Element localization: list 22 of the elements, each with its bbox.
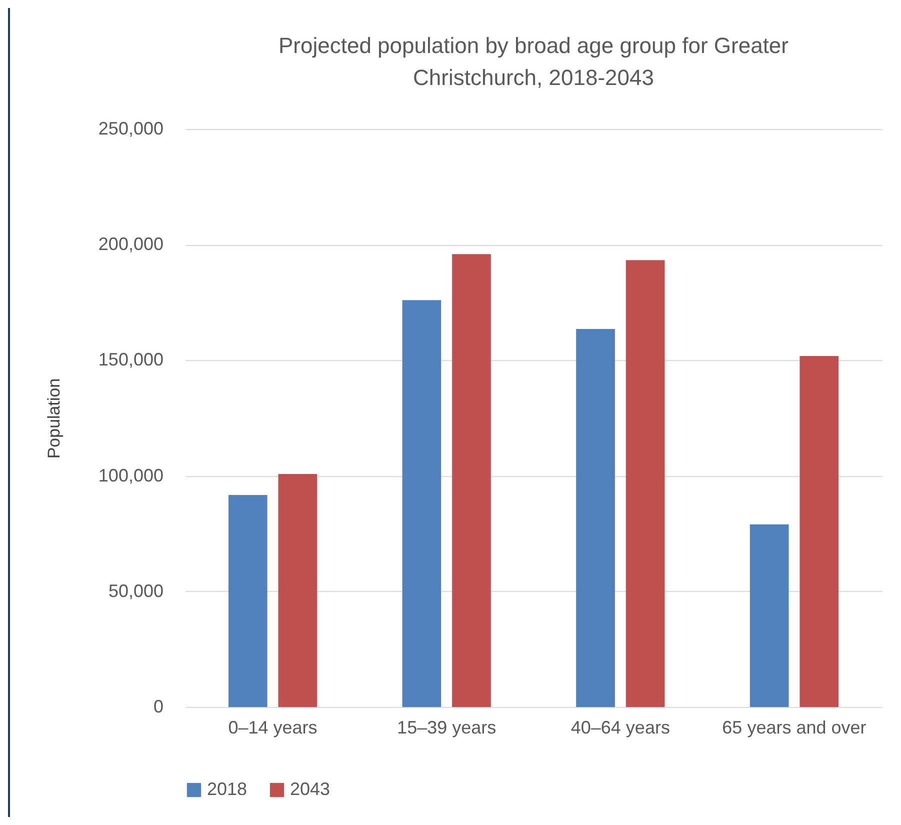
bar — [626, 260, 665, 707]
y-tick-label: 250,000 — [98, 118, 164, 138]
y-tick-label: 50,000 — [108, 580, 164, 601]
bar — [228, 494, 268, 707]
y-axis-title: Population — [44, 378, 64, 459]
legend-label: 2018 — [207, 779, 248, 799]
bar — [800, 356, 839, 707]
y-tick-label: 100,000 — [98, 465, 164, 486]
chart-title: Projected population by broad age group for Greater Christchurch, 2018-2043 — [278, 33, 788, 90]
legend-label: 2043 — [290, 779, 330, 799]
y-tick-label: 150,000 — [98, 350, 164, 370]
y-tick-label: 200,000 — [98, 234, 164, 254]
bar — [576, 328, 615, 707]
bar — [452, 254, 491, 707]
bar — [278, 474, 318, 707]
x-tick-label: 65 years and over — [722, 718, 866, 738]
x-tick-label: 0–14 years — [228, 718, 318, 738]
y-tick-label: 0 — [153, 696, 164, 716]
bar — [402, 300, 442, 707]
x-tick-label: 15–39 years — [397, 718, 496, 738]
x-tick-label: 40–64 years — [570, 718, 670, 738]
bar — [750, 524, 789, 707]
